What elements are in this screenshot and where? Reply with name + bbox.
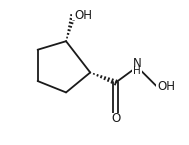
Text: OH: OH [158, 79, 176, 93]
FancyBboxPatch shape [110, 113, 121, 123]
FancyBboxPatch shape [132, 60, 142, 74]
FancyBboxPatch shape [72, 11, 87, 20]
Text: H: H [133, 66, 141, 76]
Text: O: O [111, 112, 120, 125]
Text: N: N [133, 57, 142, 70]
FancyBboxPatch shape [156, 82, 171, 91]
Text: OH: OH [74, 9, 92, 22]
